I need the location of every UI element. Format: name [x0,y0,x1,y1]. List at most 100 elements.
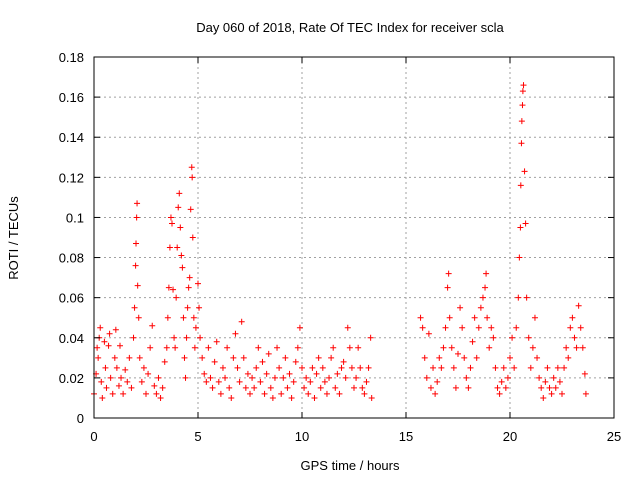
data-point [521,168,528,175]
data-point [357,364,364,371]
data-point [169,220,175,227]
data-point [527,364,534,371]
data-point [450,364,457,371]
data-point [351,384,357,391]
data-point [334,370,341,377]
data-point [197,334,204,341]
data-point [299,364,305,371]
data-point [135,314,142,321]
data-point [177,224,184,231]
data-point [313,370,320,377]
data-point [133,214,140,221]
data-point [180,314,187,321]
data-point [556,378,563,385]
data-point [115,382,122,389]
x-tick-label: 10 [295,429,309,444]
data-point [215,378,222,385]
data-point [473,354,480,361]
data-point [538,384,545,391]
data-point [143,390,149,397]
data-point [296,324,303,331]
x-tick-label: 0 [90,429,97,444]
data-point [365,364,372,371]
data-point [359,384,366,391]
data-point [477,304,484,311]
data-point [207,374,214,381]
data-point [176,190,183,197]
data-point [175,204,182,211]
data-point [332,384,339,391]
data-point [509,334,516,341]
data-point [242,384,249,391]
data-point [338,364,345,371]
data-point [444,284,451,291]
data-point [577,324,584,331]
data-point [105,342,112,349]
data-point [368,394,375,401]
data-point [317,384,324,391]
data-point [282,354,289,361]
data-point [181,354,188,361]
data-point [99,394,106,401]
data-point [173,294,180,301]
data-point [326,374,333,381]
data-point [149,322,156,329]
data-point [544,364,551,371]
data-point [488,324,495,331]
data-point [355,344,362,351]
data-point [361,390,368,397]
y-tick-label: 0.08 [59,251,84,266]
data-point [484,314,491,321]
data-point [185,284,192,291]
data-point [163,344,170,351]
data-point [147,344,154,351]
data-point [267,384,274,391]
data-point [130,334,137,341]
data-point [340,358,347,365]
y-axis-label: ROTI / TECUs [6,196,21,280]
data-point [513,324,520,331]
y-tick-label: 0.14 [59,130,84,145]
data-point [531,314,538,321]
data-point [540,394,547,401]
data-point [189,234,196,241]
data-point [442,324,449,331]
data-point [182,374,189,381]
data-point [199,354,206,361]
data-point [98,378,105,385]
data-point [529,344,536,351]
data-point [571,334,578,341]
plot-frame [93,56,615,419]
data-point [159,384,166,391]
data-point [101,338,108,345]
data-point [515,294,522,301]
data-point [445,270,452,277]
data-point [321,378,328,385]
x-tick-label: 25 [607,429,621,444]
data-point [479,294,486,301]
data-point [234,364,241,371]
data-point [546,384,553,391]
data-point [120,390,127,397]
data-point [518,118,525,125]
data-point [145,370,152,377]
data-point [475,324,482,331]
data-point [224,344,231,351]
data-point [459,324,466,331]
data-point [328,354,335,361]
data-point [140,364,147,371]
data-point [133,240,140,247]
data-point [195,280,201,287]
data-point [244,370,251,377]
data-point [559,390,565,397]
data-point [288,394,295,401]
data-point [284,384,291,391]
data-point [581,370,588,377]
data-point [311,394,318,401]
data-point [132,262,139,269]
data-point [471,314,478,321]
data-point [213,338,220,345]
data-point [263,370,270,377]
data-point [336,390,343,397]
